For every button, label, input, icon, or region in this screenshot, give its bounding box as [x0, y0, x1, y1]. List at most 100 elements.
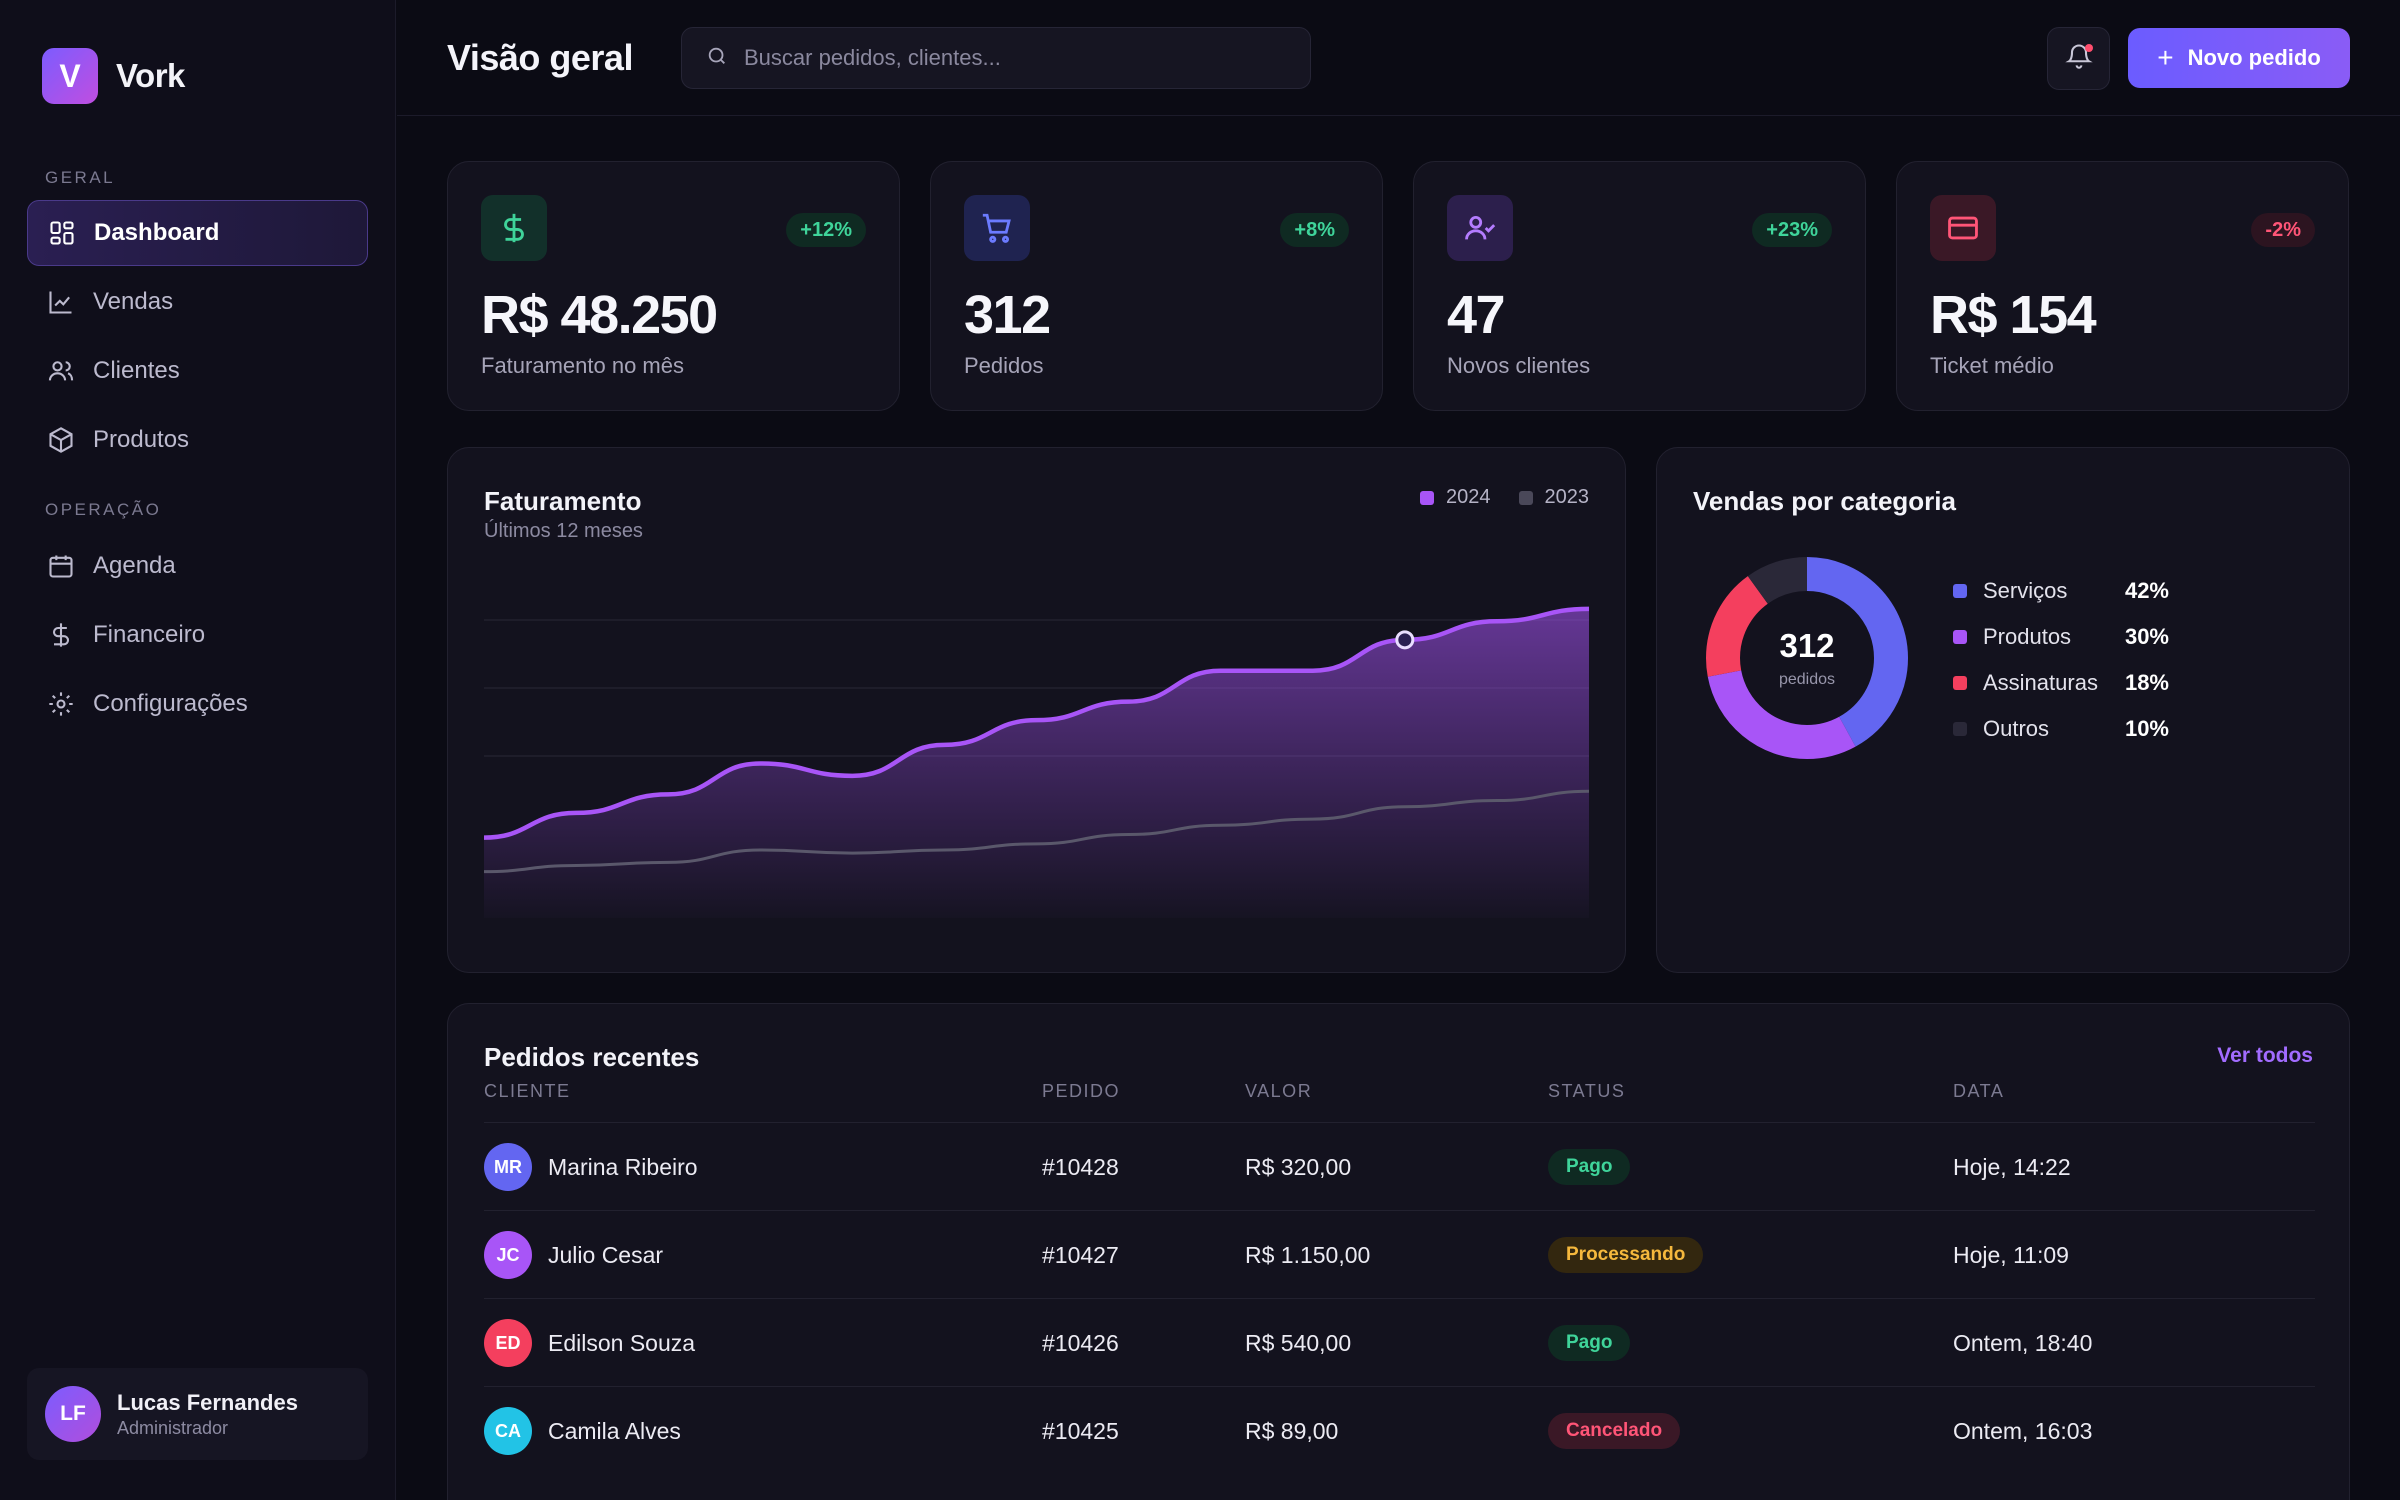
client-cell: ED Edilson Souza [484, 1299, 695, 1387]
status-cell: Processando [1548, 1211, 1704, 1299]
series-2023-line [483, 789, 1590, 874]
column-header[interactable]: STATUS [1548, 1081, 1626, 1101]
sidebar-item-label: Vendas [93, 288, 174, 315]
status-cell: Pago [1548, 1123, 1631, 1211]
avatar: LF [45, 1386, 101, 1442]
kpi-card-new-clients: +23% 47 Novos clientes [1413, 161, 1866, 411]
series-2024-area [484, 608, 1589, 918]
kpi-value: 47 [1447, 285, 1506, 345]
category-row: Produtos 30% [1953, 614, 2169, 660]
order-value: R$ 89,00 [1245, 1417, 1339, 1444]
column-header[interactable]: DATA [1953, 1081, 2005, 1101]
donut-slice-2[interactable] [1706, 557, 1908, 759]
order-id[interactable]: #10427 [1042, 1241, 1119, 1268]
order-date: Ontem, 18:40 [1953, 1329, 2093, 1356]
sidebar-item-dashboard[interactable]: Dashboard [27, 200, 368, 266]
chart-title: Faturamento [484, 486, 642, 516]
sidebar-item-label: Configurações [93, 690, 248, 717]
sidebar-item-label: Dashboard [94, 219, 220, 246]
highlight-point[interactable] [1395, 630, 1415, 650]
category-legend: Serviços 42% Produtos 30% Assinaturas 18… [1953, 568, 2169, 752]
category-name: Serviços [1983, 578, 2068, 603]
order-id[interactable]: #10426 [1042, 1329, 1119, 1356]
users-icon [47, 357, 75, 385]
order-date: Hoje, 11:09 [1953, 1241, 2069, 1268]
donut-slice-3[interactable] [1706, 557, 1908, 759]
donut-total: 312 [1779, 627, 1835, 664]
dollar-icon [47, 621, 75, 649]
nav-section-operacao: OPERAÇÃO [45, 500, 162, 519]
column-header[interactable]: VALOR [1245, 1081, 1313, 1101]
sidebar: V Vork GERAL Dashboard Vendas Clientes P… [0, 0, 396, 1500]
category-swatch [1953, 584, 1967, 598]
legend-swatch [1420, 490, 1434, 505]
header: Visão geral + Novo pedido [397, 0, 2400, 116]
kpi-label: Novos clientes [1447, 353, 1591, 378]
client-cell: CA Camila Alves [484, 1387, 681, 1475]
status-cell: Pago [1548, 1299, 1631, 1387]
kpi-card-ticket: -2% R$ 154 Ticket médio [1896, 161, 2349, 411]
sidebar-item-clientes[interactable]: Clientes [27, 338, 368, 404]
column-header[interactable]: PEDIDO [1042, 1081, 1121, 1101]
status-badge: Cancelado [1548, 1413, 1681, 1449]
brand-logo: V [42, 48, 98, 104]
donut-slice-1[interactable] [1706, 557, 1908, 759]
kpi-card-orders: +8% 312 Pedidos [930, 161, 1383, 411]
category-row: Outros 10% [1953, 706, 2169, 752]
kpi-value: 312 [964, 285, 1051, 345]
notifications-button[interactable] [2047, 27, 2110, 90]
category-pct: 42% [2124, 578, 2169, 603]
search-icon [706, 45, 728, 72]
sidebar-item-produtos[interactable]: Produtos [27, 407, 368, 473]
sidebar-item-financeiro[interactable]: Financeiro [27, 602, 368, 668]
chart-legend: 2024 2023 [1392, 486, 1589, 509]
user-card[interactable]: LF Lucas Fernandes Administrador [27, 1368, 368, 1460]
order-value: R$ 1.150,00 [1245, 1241, 1371, 1268]
recent-orders-card: Pedidos recentes Ver todos CLIENTE PEDID… [447, 1003, 2350, 1500]
table-row[interactable]: MR Marina Ribeiro #10428 R$ 320,00 Pago Hoje,… [484, 1122, 2315, 1210]
user-role: Administrador [117, 1417, 229, 1438]
settings-icon [47, 690, 75, 718]
category-pct: 18% [2124, 670, 2169, 695]
order-id[interactable]: #10428 [1042, 1153, 1119, 1180]
category-name: Outros [1983, 716, 2050, 741]
table-row[interactable]: JC Julio Cesar #10427 R$ 1.150,00 Processand… [484, 1210, 2315, 1298]
new-order-label: Novo pedido [2187, 45, 2321, 70]
box-icon [47, 426, 75, 454]
view-all-link[interactable]: Ver todos [2217, 1044, 2313, 1067]
brand[interactable]: V Vork [42, 48, 185, 104]
order-id[interactable]: #10425 [1042, 1417, 1119, 1444]
sidebar-item-label: Clientes [93, 357, 180, 384]
new-order-button[interactable]: + Novo pedido [2128, 28, 2350, 88]
column-header[interactable]: CLIENTE [484, 1081, 571, 1101]
sidebar-item-agenda[interactable]: Agenda [27, 533, 368, 599]
trend-badge: +8% [1280, 213, 1349, 247]
sidebar-item-vendas[interactable]: Vendas [27, 269, 368, 335]
category-swatch [1953, 676, 1967, 690]
order-value: R$ 320,00 [1245, 1153, 1352, 1180]
kpi-label: Ticket médio [1930, 353, 2054, 378]
revenue-chart [483, 606, 1590, 918]
search-bar[interactable] [681, 27, 1311, 89]
table-row[interactable]: CA Camila Alves #10425 R$ 89,00 Cancelado Ont… [484, 1386, 2315, 1474]
donut-center: 312 pedidos [1697, 548, 1917, 768]
category-card: Vendas por categoria 312 pedidos Serviço… [1656, 447, 2350, 973]
chart-line-icon [47, 288, 75, 316]
sidebar-item-configuracoes[interactable]: Configurações [27, 671, 368, 737]
brand-name: Vork [116, 57, 185, 94]
legend-item-2023[interactable]: 2023 [1518, 486, 1590, 509]
category-title: Vendas por categoria [1693, 486, 1956, 516]
user-name: Lucas Fernandes [117, 1389, 298, 1415]
kpi-label: Faturamento no mês [481, 353, 684, 378]
search-input[interactable] [744, 45, 1284, 71]
client-name: Camila Alves [548, 1417, 681, 1444]
legend-label: 2023 [1544, 486, 1590, 508]
sidebar-item-label: Financeiro [93, 621, 206, 648]
kpi-value: R$ 48.250 [481, 285, 718, 345]
trend-badge: -2% [2251, 213, 2315, 247]
legend-swatch [1518, 490, 1533, 505]
legend-item-2024[interactable]: 2024 [1420, 486, 1491, 509]
orders-title: Pedidos recentes [484, 1042, 700, 1072]
user-check-icon [1447, 195, 1513, 261]
table-row[interactable]: ED Edilson Souza #10426 R$ 540,00 Pago Ontem,… [484, 1298, 2315, 1386]
